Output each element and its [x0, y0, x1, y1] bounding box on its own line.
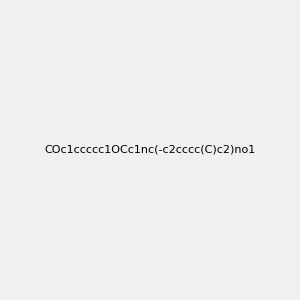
- Text: COc1ccccc1OCc1nc(-c2cccc(C)c2)no1: COc1ccccc1OCc1nc(-c2cccc(C)c2)no1: [44, 145, 256, 155]
